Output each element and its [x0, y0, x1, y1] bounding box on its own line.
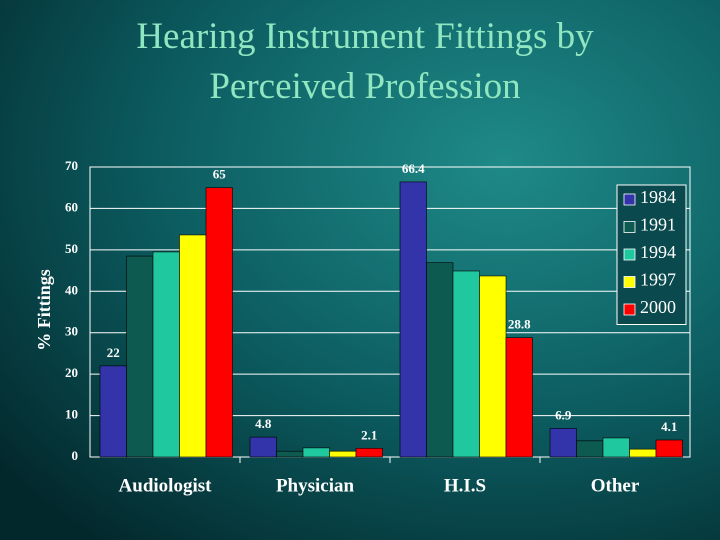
- data-label: 22: [107, 345, 120, 360]
- y-tick-label: 70: [65, 158, 78, 173]
- bar: [399, 181, 427, 458]
- bar: [99, 365, 127, 458]
- x-tick-label: Audiologist: [119, 475, 213, 496]
- bar: [505, 337, 533, 458]
- legend-label: 1994: [640, 242, 676, 262]
- bar: [602, 437, 630, 458]
- bar: [549, 428, 577, 458]
- x-tick-label: Physician: [276, 475, 355, 496]
- data-label: 4.1: [661, 419, 677, 434]
- legend-label: 1984: [640, 187, 676, 207]
- bar: [655, 439, 683, 458]
- bar: [179, 234, 207, 458]
- legend-label: 2000: [640, 297, 676, 317]
- bar: [152, 251, 180, 458]
- y-tick-label: 50: [65, 241, 78, 256]
- bar: [426, 262, 454, 458]
- data-label: 6.9: [555, 407, 572, 422]
- data-label: 2.1: [361, 427, 377, 442]
- bar: [205, 187, 233, 458]
- y-tick-label: 30: [65, 324, 78, 339]
- chart-title: Hearing Instrument Fittings by Perceived …: [136, 16, 594, 107]
- legend-swatch: [623, 276, 636, 288]
- data-label: 28.8: [508, 317, 531, 332]
- legend-swatch: [623, 193, 636, 206]
- legend-label: 1997: [640, 270, 676, 290]
- y-tick-label: 10: [65, 407, 78, 422]
- x-tick-label: H.I.S: [444, 475, 486, 496]
- bar: [629, 448, 657, 458]
- legend-swatch: [623, 248, 636, 261]
- bar: [302, 447, 330, 458]
- y-tick-label: 0: [72, 448, 79, 463]
- data-label: 4.8: [255, 416, 272, 431]
- bar: [479, 275, 507, 458]
- bar: [329, 450, 357, 458]
- bar: [126, 255, 154, 458]
- data-label: 65: [213, 167, 227, 182]
- bar: [576, 440, 604, 458]
- y-tick-label: 40: [65, 282, 78, 297]
- y-tick-label: 20: [65, 365, 78, 380]
- legend-label: 1991: [640, 215, 676, 235]
- bar: [249, 436, 277, 458]
- x-tick-label: Other: [591, 475, 640, 496]
- data-label: 66.4: [402, 161, 425, 176]
- legend-swatch: [623, 221, 636, 233]
- y-tick-label: 60: [65, 199, 78, 214]
- bar: [355, 447, 383, 458]
- bar: [276, 450, 304, 458]
- bar: [452, 270, 480, 458]
- y-axis-label: % Fittings: [34, 269, 54, 351]
- legend-swatch: [623, 303, 636, 316]
